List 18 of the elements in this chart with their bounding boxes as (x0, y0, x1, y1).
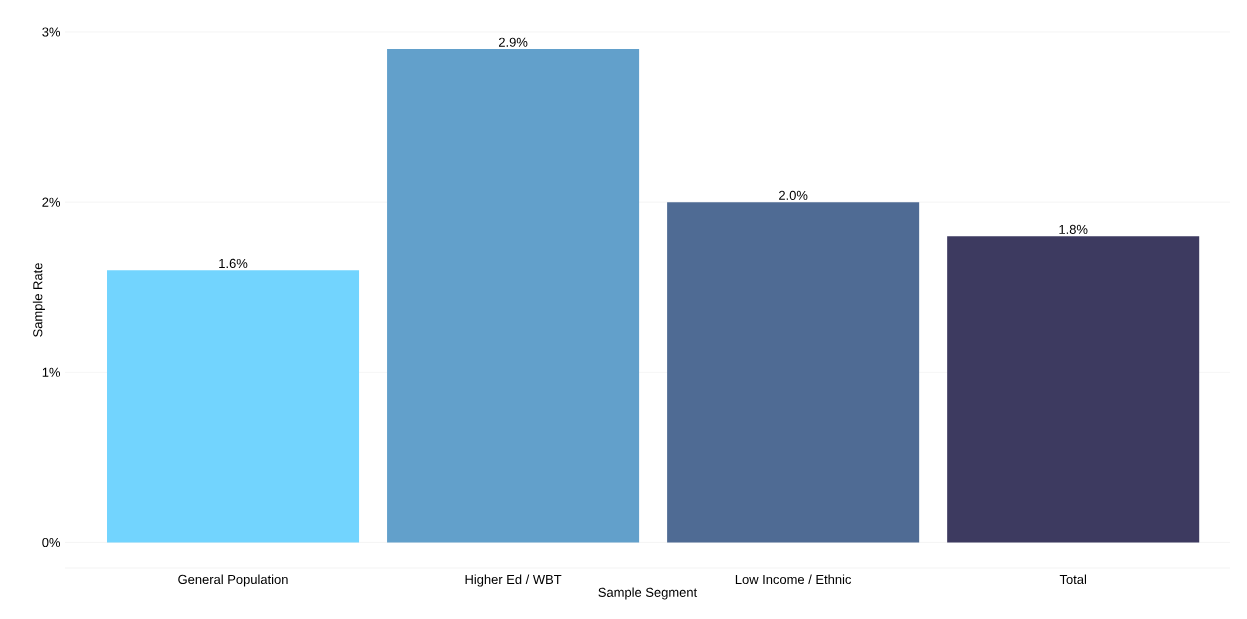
data-label: 1.8% (1059, 224, 1088, 234)
data-label: 1.6% (219, 258, 248, 269)
bar (667, 202, 920, 543)
data-label: 2.9% (498, 37, 528, 47)
data-label: 2.0% (779, 190, 808, 200)
bar (947, 236, 1200, 543)
x-tick-label: Higher Ed / WBT (465, 574, 562, 587)
y-tick-label: 3% (42, 27, 61, 37)
bar (107, 270, 360, 543)
x-tick-label: Low Income / Ethnic (735, 574, 852, 585)
x-tick-label: General Population (178, 574, 288, 587)
y-axis-title: Sample Rate (32, 263, 45, 337)
y-tick-label: 1% (42, 367, 61, 377)
bar (387, 49, 640, 543)
y-tick-label: 2% (42, 197, 61, 207)
x-axis-title: Sample Segment (598, 587, 698, 600)
y-tick-label: 0% (42, 537, 61, 548)
x-tick-label: Total (1059, 574, 1087, 585)
